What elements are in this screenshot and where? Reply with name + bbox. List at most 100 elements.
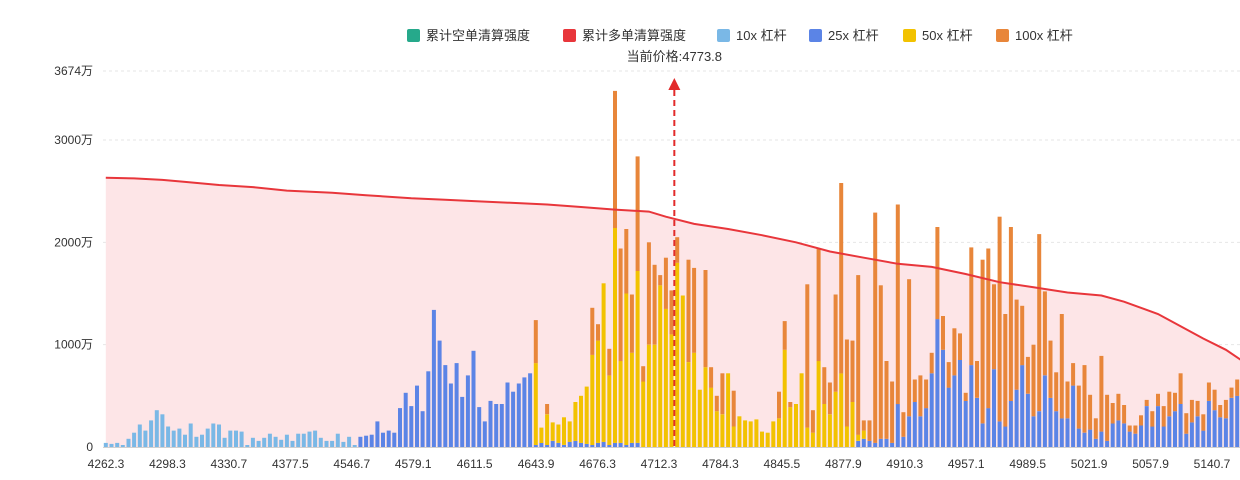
legend-item[interactable]: 累计多单清算强度 <box>563 28 686 43</box>
bar-100x <box>827 382 832 415</box>
legend-item[interactable]: 累计空单清算强度 <box>407 28 530 43</box>
bar-50x <box>709 387 714 447</box>
bar-50x <box>573 402 578 441</box>
bar-100x <box>1110 403 1115 424</box>
bar-100x <box>720 373 725 415</box>
x-tick-label: 4910.3 <box>886 457 923 471</box>
bar-25x <box>1071 385 1076 447</box>
bar-25x <box>1105 440 1110 447</box>
bar-100x <box>1065 381 1070 419</box>
bar-100x <box>545 404 550 415</box>
bar-25x <box>1003 426 1008 447</box>
bar-100x <box>822 367 827 404</box>
bar-25x <box>1133 433 1138 447</box>
bar-100x <box>624 229 629 294</box>
bar-50x <box>680 295 685 447</box>
legend-item[interactable]: 10x 杠杆 <box>717 28 787 43</box>
bar-10x <box>126 438 131 447</box>
x-tick-label: 4546.7 <box>333 457 370 471</box>
bar-100x <box>918 375 923 417</box>
x-tick-label: 4262.3 <box>88 457 125 471</box>
legend-item[interactable]: 100x 杠杆 <box>996 28 1073 43</box>
bar-50x <box>777 418 781 447</box>
bar-25x <box>465 375 470 447</box>
axis-layer: 0 1000万 2000万 3000万 3674万 4262.3 4298.3 4330.7 4… <box>54 64 1240 471</box>
bar-25x <box>454 363 459 447</box>
bar-25x <box>409 406 414 447</box>
legend-item[interactable]: 25x 杠杆 <box>809 28 879 43</box>
bar-100x <box>992 284 996 370</box>
bar-25x <box>1065 418 1070 447</box>
bar-10x <box>177 428 182 447</box>
bar-25x <box>398 408 402 447</box>
bar-25x <box>867 440 872 447</box>
bar-25x <box>997 421 1002 447</box>
bar-50x <box>816 361 821 447</box>
bar-25x <box>573 440 578 447</box>
bar-100x <box>901 412 906 437</box>
bar-50x <box>641 381 646 447</box>
y-tick-label: 3674万 <box>54 64 93 78</box>
bar-25x <box>528 373 533 447</box>
bar-25x <box>986 408 991 447</box>
x-tick-label: 4330.7 <box>211 457 248 471</box>
bar-100x <box>663 257 668 309</box>
bar-10x <box>109 443 114 447</box>
bar-100x <box>652 264 657 345</box>
bar-100x <box>1099 355 1104 432</box>
bar-10x <box>120 445 125 447</box>
bar-25x <box>607 445 612 447</box>
bar-10x <box>166 426 171 447</box>
bar-50x <box>567 421 572 442</box>
bar-10x <box>205 428 210 447</box>
bar-10x <box>352 445 357 447</box>
legend-swatch <box>563 29 576 42</box>
bar-10x <box>273 436 278 447</box>
bar-50x <box>703 367 708 447</box>
bar-25x <box>499 404 504 447</box>
bar-10x <box>284 434 289 447</box>
bar-50x <box>805 427 810 447</box>
bar-25x <box>1173 411 1177 447</box>
bar-50x <box>663 308 668 447</box>
bar-100x <box>1116 393 1121 421</box>
bar-50x <box>850 402 855 447</box>
bar-25x <box>426 371 431 447</box>
bar-25x <box>1144 406 1149 447</box>
bar-100x <box>1150 411 1155 427</box>
bar-25x <box>918 416 923 447</box>
bar-10x <box>245 445 250 447</box>
bar-100x <box>907 279 912 417</box>
bar-50x <box>692 352 697 447</box>
legend: 累计空单清算强度 累计多单清算强度 10x 杠杆 25x 杠杆 50x 杠杆 100x 杠… <box>407 28 1073 43</box>
bar-25x <box>1212 410 1217 447</box>
bar-50x <box>788 407 793 447</box>
bar-50x <box>833 391 838 447</box>
bar-25x <box>1167 416 1172 447</box>
bar-50x <box>737 416 742 447</box>
bar-50x <box>782 349 787 447</box>
bar-100x <box>1048 340 1053 398</box>
bar-25x <box>431 309 436 447</box>
bar-100x <box>952 328 957 376</box>
bar-50x <box>743 420 748 447</box>
bar-25x <box>629 442 634 447</box>
bar-25x <box>975 397 979 447</box>
bar-100x <box>1025 356 1030 394</box>
bar-25x <box>1235 395 1240 447</box>
y-tick-label: 1000万 <box>54 338 93 352</box>
bar-10x <box>341 441 346 447</box>
bar-25x <box>1088 429 1093 447</box>
bar-25x <box>562 445 566 447</box>
line-layer <box>105 176 1240 361</box>
bar-25x <box>1223 418 1228 447</box>
x-tick-label: 4845.5 <box>764 457 801 471</box>
bar-10x <box>262 437 267 447</box>
bar-10x <box>256 440 261 447</box>
legend-item[interactable]: 50x 杠杆 <box>903 28 973 43</box>
bar-25x <box>386 430 391 447</box>
bar-25x <box>1037 411 1042 447</box>
bar-100x <box>1093 418 1098 439</box>
legend-label: 累计多单清算强度 <box>582 28 686 43</box>
